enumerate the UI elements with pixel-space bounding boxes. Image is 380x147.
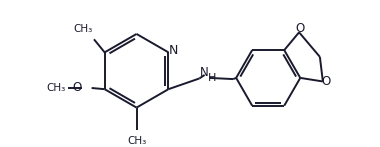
Text: N: N [200,66,209,79]
Text: CH₃: CH₃ [74,24,93,34]
Text: O: O [322,75,331,88]
Text: CH₃: CH₃ [127,136,146,146]
Text: H: H [208,73,217,83]
Text: CH₃: CH₃ [46,83,66,93]
Text: O: O [295,22,304,35]
Text: O: O [73,81,82,95]
Text: N: N [168,44,178,57]
